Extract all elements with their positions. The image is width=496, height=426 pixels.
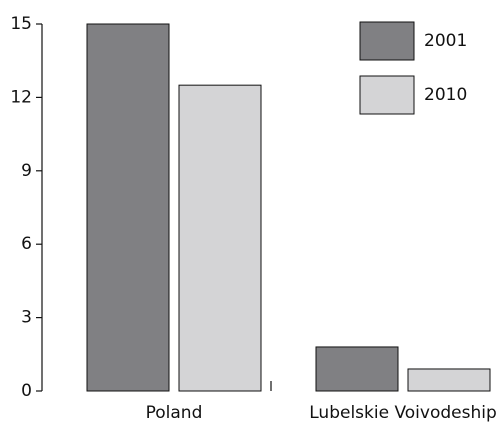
y-tick-label: 12 (10, 87, 32, 107)
legend-swatch (359, 75, 415, 115)
legend-label: 2010 (424, 85, 467, 105)
bar (178, 84, 262, 392)
y-tick-label: 0 (21, 381, 32, 401)
bar (407, 368, 491, 392)
x-tick-label: Poland (146, 403, 203, 423)
y-tick-label: 15 (10, 14, 32, 34)
y-tick-label: 9 (21, 161, 32, 181)
legend-swatch (359, 21, 415, 61)
y-tick-label: 3 (21, 308, 32, 328)
legend-label: 2001 (424, 31, 467, 51)
y-tick-label: 6 (21, 234, 32, 254)
bar (315, 346, 399, 392)
bar (86, 23, 170, 392)
x-tick-label: Lubelskie Voivodeship (309, 403, 496, 423)
